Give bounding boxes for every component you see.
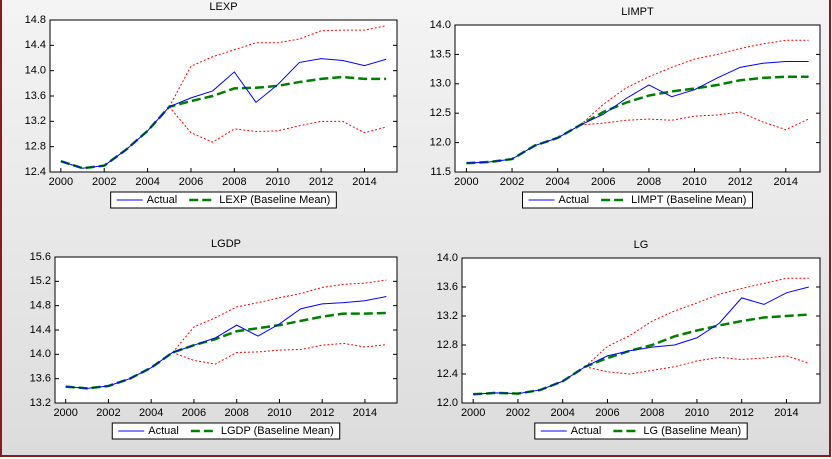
legend-label: Actual [147, 194, 178, 206]
x-tick-label: 2000 [461, 407, 485, 419]
y-tick-label: 14.4 [30, 324, 51, 336]
x-tick-label: 2004 [545, 176, 569, 188]
x-tick-label: 2014 [353, 407, 377, 419]
series-line [466, 60, 809, 164]
x-tick-label: 2012 [728, 176, 752, 188]
x-tick-label: 2004 [550, 407, 574, 419]
series-line [172, 279, 387, 353]
chart-title: LEXP [209, 1, 237, 13]
y-tick-label: 14.0 [437, 252, 458, 264]
legend-label: LGDP (Baseline Mean) [221, 425, 334, 437]
x-tick-label: 2010 [685, 407, 709, 419]
x-tick-label: 2000 [53, 407, 77, 419]
x-tick-label: 2000 [454, 176, 478, 188]
x-tick-label: 2006 [179, 176, 203, 188]
plot-area [54, 256, 398, 404]
y-tick-label: 14.0 [30, 348, 51, 360]
legend-label: Actual [148, 425, 179, 437]
y-tick-label: 14.0 [25, 65, 46, 77]
y-tick-label: 12.8 [437, 339, 458, 351]
x-tick-label: 2004 [139, 407, 163, 419]
x-tick-label: 2002 [96, 407, 120, 419]
x-tick-label: 2012 [309, 176, 333, 188]
y-tick-label: 14.4 [25, 39, 46, 51]
y-tick-label: 13.2 [30, 397, 51, 409]
legend-label: LG (Baseline Mean) [643, 425, 741, 437]
y-tick-label: 13.6 [437, 281, 458, 293]
x-tick-label: 2000 [49, 176, 73, 188]
series-line [168, 25, 387, 108]
x-tick-label: 2012 [729, 407, 753, 419]
plot-area [461, 257, 821, 404]
x-tick-label: 2006 [182, 407, 206, 419]
y-tick-label: 14.0 [430, 19, 451, 31]
legend-label: LEXP (Baseline Mean) [219, 194, 330, 206]
legend-label: LIMPT (Baseline Mean) [631, 194, 746, 206]
x-tick-label: 2002 [92, 176, 116, 188]
chart-title: LG [634, 239, 649, 251]
y-tick-label: 12.4 [437, 368, 458, 380]
chart-title: LIMPT [621, 6, 654, 18]
x-tick-label: 2008 [222, 176, 246, 188]
series-line [580, 111, 809, 131]
x-tick-label: 2002 [500, 176, 524, 188]
legend-box [110, 191, 337, 209]
series-line [172, 342, 387, 365]
x-tick-label: 2008 [637, 176, 661, 188]
x-tick-label: 2008 [224, 407, 248, 419]
x-tick-label: 2008 [640, 407, 664, 419]
series-line [584, 355, 809, 375]
y-tick-label: 13.0 [430, 78, 451, 90]
y-tick-label: 15.6 [30, 251, 51, 263]
legend: Actual LEXP (Baseline Mean) [110, 191, 337, 209]
series-line [168, 106, 387, 143]
legend-box [522, 191, 753, 209]
series-line [580, 39, 809, 126]
y-tick-label: 12.0 [430, 137, 451, 149]
x-tick-label: 2010 [265, 176, 289, 188]
series-line [65, 296, 387, 389]
y-tick-label: 14.8 [25, 14, 46, 26]
x-tick-label: 2012 [310, 407, 334, 419]
legend: Actual LIMPT (Baseline Mean) [522, 191, 753, 209]
chart-title: LGDP [211, 238, 241, 250]
legend-box [111, 422, 341, 440]
y-tick-label: 12.5 [430, 107, 451, 119]
legend: Actual LGDP (Baseline Mean) [111, 422, 341, 440]
x-tick-label: 2014 [774, 407, 798, 419]
y-tick-label: 13.6 [30, 373, 51, 385]
y-tick-label: 12.8 [25, 141, 46, 153]
x-tick-label: 2014 [352, 176, 376, 188]
plot-area [49, 19, 398, 173]
y-tick-label: 13.5 [430, 48, 451, 60]
y-tick-label: 13.2 [25, 115, 46, 127]
y-tick-label: 12.0 [437, 397, 458, 409]
legend-label: Actual [571, 425, 602, 437]
series-line [60, 58, 387, 169]
y-tick-label: 15.2 [30, 275, 51, 287]
y-tick-label: 13.6 [25, 90, 46, 102]
legend-label: Actual [559, 194, 590, 206]
x-tick-label: 2002 [506, 407, 530, 419]
x-tick-label: 2014 [774, 176, 798, 188]
legend: Actual LG (Baseline Mean) [534, 422, 748, 440]
x-tick-label: 2006 [591, 176, 615, 188]
x-tick-label: 2004 [135, 176, 159, 188]
y-tick-label: 14.8 [30, 300, 51, 312]
x-tick-label: 2010 [267, 407, 291, 419]
x-tick-label: 2010 [682, 176, 706, 188]
series-line [473, 286, 809, 395]
x-tick-label: 2006 [595, 407, 619, 419]
y-tick-label: 13.2 [437, 310, 458, 322]
y-tick-label: 12.4 [25, 166, 46, 178]
legend-box [534, 422, 748, 440]
y-tick-label: 11.5 [430, 166, 451, 178]
